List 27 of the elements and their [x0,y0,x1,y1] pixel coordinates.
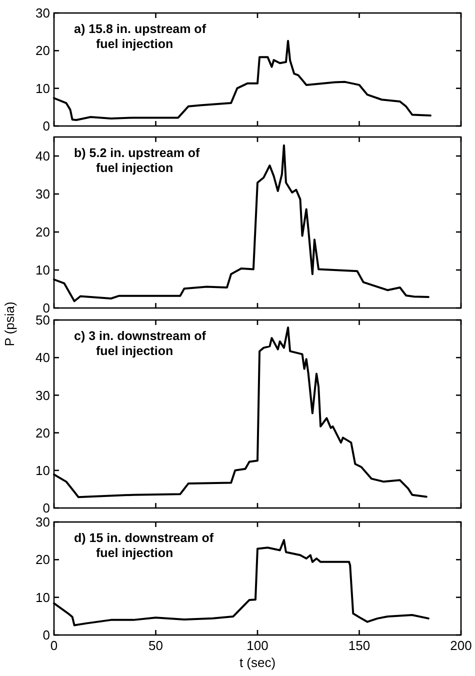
x-tick-label: 200 [450,638,472,653]
y-tick-label: 20 [36,43,50,58]
x-tick-label: 150 [348,638,370,653]
annotation: a) 15.8 in. upstream of fuel injection [74,22,207,51]
y-tick-label: 20 [36,224,50,240]
y-tick-label: 10 [36,262,50,278]
annotation: c) 3 in. downstream of fuel injection [74,329,207,358]
y-tick-label: 40 [36,148,50,164]
annotation: d) 15 in. downstream of fuel injection [74,531,214,560]
y-tick-label: 0 [42,500,50,516]
y-tick-label: 20 [36,425,50,440]
y-tick-label: 40 [36,350,50,366]
y-tick-label: 0 [42,628,50,643]
x-axis-title: t (sec) [239,655,276,670]
y-tick-label: 30 [36,186,50,202]
y-tick-label: 10 [36,462,50,478]
y-tick-label: 30 [36,6,50,21]
y-tick-label: 10 [36,80,50,96]
y-axis-title: P (psia) [2,302,17,346]
y-tick-label: 10 [36,590,50,605]
annotation: b) 5.2 in. upstream of fuel injection [74,146,201,175]
y-tick-label: 0 [42,118,50,134]
y-tick-label: 20 [36,552,50,568]
y-tick-label: 30 [36,514,50,530]
x-tick-label: 50 [148,638,163,653]
y-tick-label: 30 [36,388,50,403]
x-tick-label: 100 [246,638,268,653]
